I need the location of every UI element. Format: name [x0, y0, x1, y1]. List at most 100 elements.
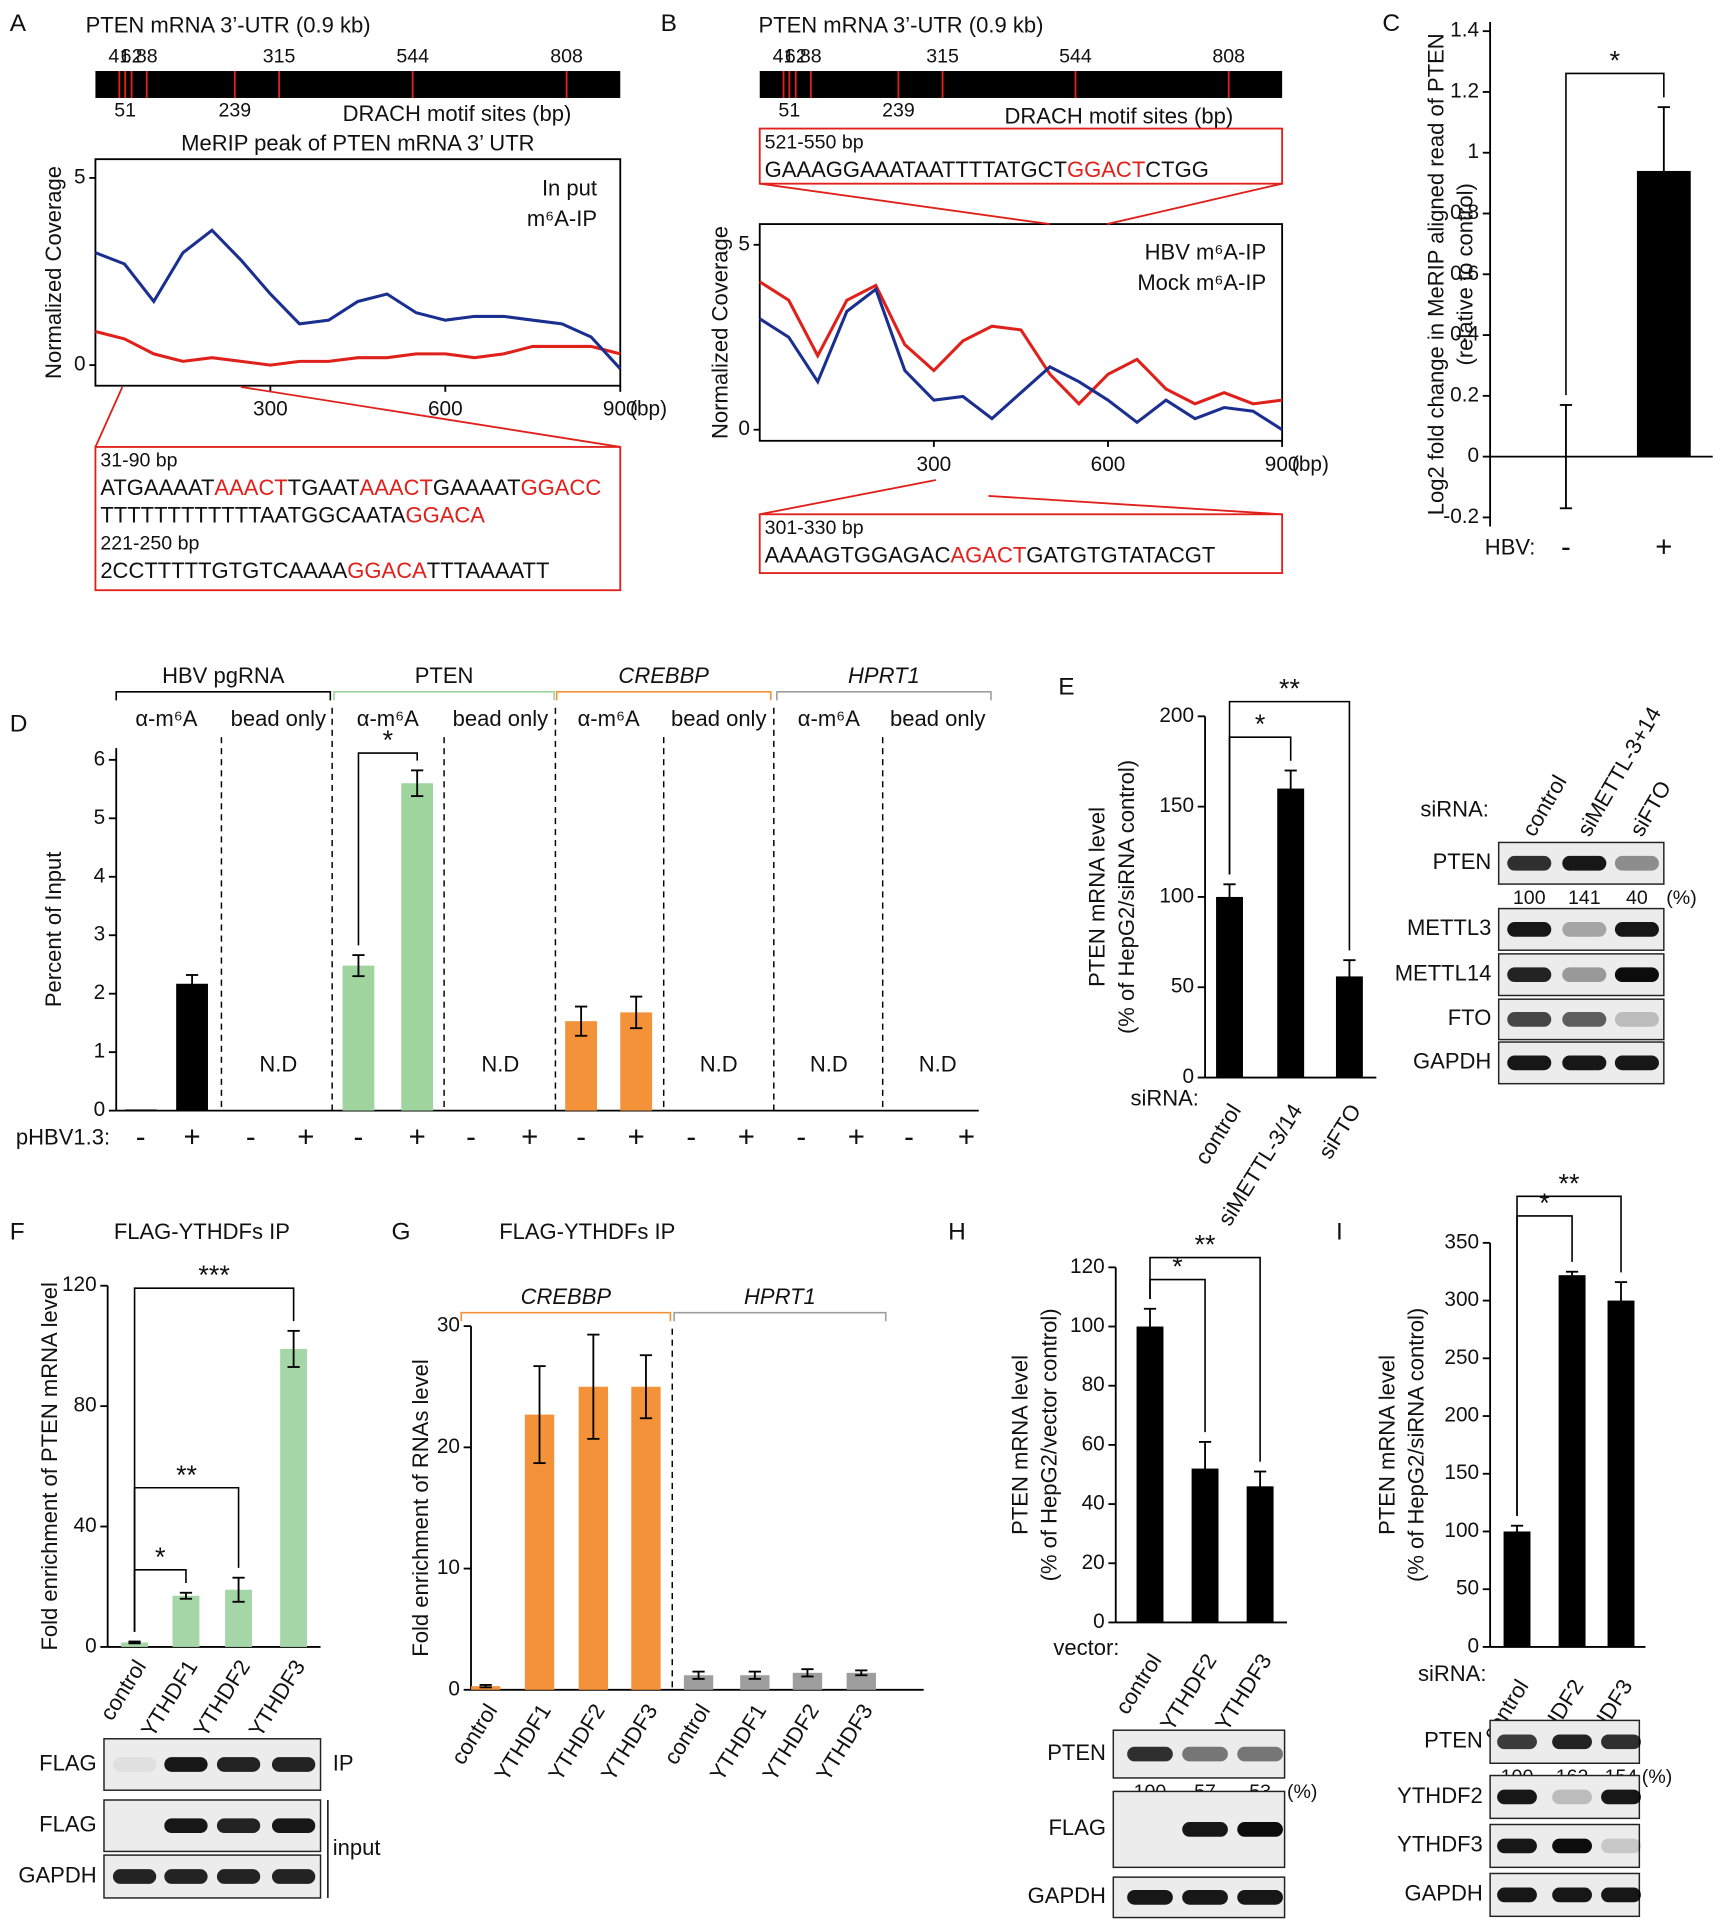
y-axis-label: PTEN mRNA level [1084, 807, 1109, 987]
x-tick-label: + [628, 1121, 645, 1154]
y-tick-label: 5 [74, 165, 86, 188]
blot-band [1127, 1890, 1173, 1905]
zoom-link [759, 182, 1050, 225]
group-label: HBV pgRNA [162, 663, 285, 688]
site-label: 41 [773, 46, 795, 68]
blot-band [1562, 855, 1607, 871]
y-tick-label: -0.2 [1443, 505, 1479, 528]
bar [631, 1386, 661, 1690]
sequence-part: GAAAGGAAATAATTTTATGCT [765, 157, 1067, 182]
error-bar [1198, 1441, 1212, 1497]
sequence-box [758, 513, 1284, 574]
site-label: 51 [114, 100, 136, 122]
utr-bar [759, 71, 1283, 98]
significance-bracket [1149, 1256, 1261, 1462]
y-tick-label: 0 [1468, 444, 1480, 467]
blot-band [1614, 922, 1659, 937]
panel-label: B [661, 10, 677, 37]
panel-label: D [10, 710, 28, 737]
coverage-line [758, 280, 1283, 407]
y-axis-label: (relative to control) [1453, 183, 1478, 365]
site-label: 62 [121, 46, 143, 68]
y-tick-label: 0.8 [1450, 201, 1479, 224]
panel-label: I [1336, 1219, 1343, 1246]
y-axis-label: Normalized Coverage [41, 166, 66, 379]
y-tick-label: 80 [74, 1394, 97, 1417]
panel-label: A [10, 10, 27, 37]
bar [1503, 1531, 1531, 1647]
error-bar [1657, 106, 1670, 236]
y-axis-label: Percent of Input [41, 852, 66, 1008]
sequence-line: AAAAGTGGAGACAGACTGATGTGTATACGT [765, 542, 1216, 567]
x-tick-label: + [297, 1121, 314, 1154]
bar [740, 1675, 770, 1690]
bar [792, 1672, 823, 1690]
x-tick-label: 900 [603, 398, 638, 421]
site-label: 808 [550, 46, 583, 68]
blot-band [1614, 1012, 1659, 1027]
error-bar [801, 1668, 814, 1678]
y-tick-label: 0.4 [1450, 323, 1479, 346]
error-bar [855, 1669, 868, 1677]
blot-band [216, 1869, 261, 1884]
group-label: CREBBP [618, 663, 709, 688]
blot-column-prefix: siRNA: [1420, 796, 1488, 821]
group-label: PTEN [415, 663, 474, 688]
sequence-part: TTTTTTTTTTTTAATGGCAATA [100, 503, 405, 528]
group-label: HPRT1 [848, 663, 920, 688]
y-tick-label: 100 [1444, 1519, 1479, 1542]
y-tick-label: 0 [1182, 1065, 1194, 1088]
error-bar [587, 1333, 600, 1440]
not-detected-label: N.D [700, 1051, 738, 1076]
blot-row-label: FLAG [39, 1750, 96, 1775]
blot-band [1127, 1746, 1173, 1762]
blot-band [1562, 922, 1607, 937]
y-tick-label: 0 [85, 1634, 97, 1657]
y-axis-label: Normalized Coverage [708, 226, 733, 439]
bar [121, 1642, 149, 1647]
not-detected: N.D [919, 1051, 957, 1076]
x-axis-label: (bp) [1292, 453, 1329, 476]
sequence-part: 31-90 bp [100, 450, 177, 472]
plot-frame [94, 158, 622, 387]
sequence-part: GATGTGTATACGT [1026, 542, 1215, 567]
y-tick-label: 20 [437, 1435, 460, 1458]
subgroup-label: α-m⁶A [578, 706, 640, 731]
blot-band [1237, 1890, 1283, 1905]
zoom-link [1106, 182, 1283, 225]
site-label: 88 [800, 46, 822, 68]
site-label: 544 [396, 46, 429, 68]
group-label: HPRT1 [744, 1284, 816, 1309]
zoom-link [759, 479, 937, 516]
blot-band [1601, 1789, 1641, 1805]
blot-row-label: FLAG [39, 1812, 96, 1837]
blot-band [1507, 1055, 1552, 1071]
bar [846, 1672, 876, 1690]
y-tick-label: 40 [74, 1514, 97, 1537]
sequence-part: ATGAAAAT [100, 475, 214, 500]
sequence-box [94, 446, 622, 592]
x-tick-label: 300 [253, 398, 288, 421]
coverage-line [94, 228, 622, 370]
error-bar [1343, 959, 1356, 994]
x-tick-label: + [1655, 530, 1672, 563]
y-axis-label: Fold enrichment of RNAs level [408, 1359, 433, 1656]
error-bar [352, 954, 365, 978]
bar [1558, 1275, 1586, 1647]
significance-bracket [133, 1287, 295, 1632]
group-bracket [460, 1311, 672, 1322]
y-tick-label: 1.2 [1450, 79, 1479, 102]
x-tick-label: 300 [917, 453, 952, 476]
error-bar [692, 1670, 705, 1680]
x-axis-label: HBV: [1485, 534, 1536, 559]
significance-label: * [1172, 1252, 1183, 1282]
y-tick-label: 1 [94, 1040, 106, 1063]
zoom-link [240, 386, 621, 448]
legend-entry: HBV m⁶A-IP [1145, 239, 1267, 264]
bar [1216, 896, 1243, 1078]
blot-quantification: 40 [1626, 887, 1648, 909]
map-title: PTEN mRNA 3’-UTR (0.9 kb) [759, 13, 1044, 38]
sequence-part: 521-550 bp [765, 131, 864, 153]
error-bar [630, 995, 643, 1030]
